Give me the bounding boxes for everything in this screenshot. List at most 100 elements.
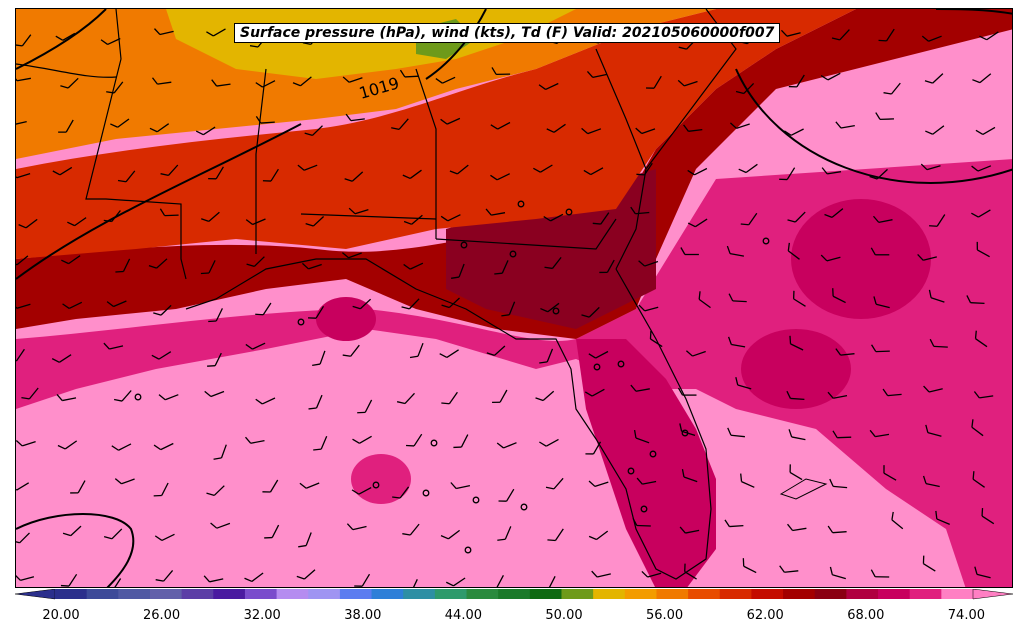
calm-circle-icon [640, 505, 648, 513]
wind-barb-icon [405, 433, 423, 447]
colorbar-segment [624, 589, 657, 599]
wind-barb-icon [60, 573, 78, 587]
wind-barb-icon [56, 394, 77, 402]
calm-circle-icon [372, 481, 380, 489]
wind-barb-icon [788, 429, 806, 441]
wind-barb-icon [740, 212, 758, 226]
colorbar-segment [941, 589, 974, 599]
wind-barb-icon [972, 73, 992, 84]
wind-barb-icon [497, 526, 512, 541]
wind-barb-icon [547, 528, 564, 542]
wind-barb-icon [873, 215, 893, 224]
wind-barb-icon [195, 126, 216, 136]
wind-barb-icon [103, 210, 121, 223]
calm-circle-icon [593, 363, 601, 371]
wind-barb-icon [784, 128, 804, 136]
colorbar-tick-label: 68.00 [847, 608, 885, 623]
wind-barb-icon [925, 125, 945, 135]
colorbar-segment [213, 589, 246, 599]
wind-barb-icon [824, 208, 844, 219]
wind-barb-icon [451, 263, 465, 279]
wind-barb-icon [298, 532, 312, 548]
isobar-line [425, 9, 487, 80]
wind-barb-icon [352, 435, 372, 444]
wind-barb-icon [402, 523, 420, 536]
wind-barb-icon [449, 164, 469, 175]
wind-barb-icon [117, 170, 136, 183]
wind-barb-icon [396, 392, 415, 405]
colorbar-segment [561, 589, 594, 599]
wind-barb-icon [440, 117, 461, 125]
wind-barb-icon [16, 348, 25, 362]
wind-barb-icon [106, 81, 124, 94]
colorbar-segment [593, 589, 626, 599]
wind-barb-icon [687, 218, 708, 228]
wind-barb-icon [588, 480, 609, 488]
wind-barb-icon [788, 74, 805, 88]
wind-barb-icon [677, 387, 697, 396]
wind-barb-icon [439, 349, 459, 359]
wind-barb-icon [544, 256, 562, 270]
wind-barb-icon [738, 163, 758, 174]
wind-barb-icon [586, 70, 607, 79]
colorbar-segment [276, 589, 309, 599]
wind-barb-icon [151, 77, 172, 85]
wind-barb-icon [255, 116, 275, 124]
wind-barb-icon [159, 208, 179, 217]
wind-barb-icon [501, 301, 516, 317]
wind-barb-icon [16, 482, 30, 491]
td-blob-atlantic [791, 199, 931, 319]
wind-barb-icon [18, 218, 38, 229]
wind-barb-icon [255, 80, 276, 88]
wind-barb-icon [632, 518, 651, 527]
wind-barb-icon [154, 28, 174, 36]
calm-circle-icon [627, 467, 635, 475]
wind-barb-icon [304, 125, 323, 137]
wind-barb-icon [829, 478, 848, 489]
wind-barb-icon [929, 338, 948, 348]
wind-barb-icon [262, 479, 279, 493]
wind-barb-icon [599, 259, 615, 274]
wind-barb-icon [971, 419, 984, 437]
wind-barb-icon [727, 336, 746, 348]
wind-barb-icon [972, 471, 985, 488]
colorbar-segment [339, 589, 373, 599]
colorbar-segment [466, 589, 499, 599]
wind-barb-icon [401, 298, 420, 310]
wind-barb-icon [16, 34, 32, 47]
wind-barb-icon [60, 77, 79, 89]
wind-barb-icon [492, 389, 508, 403]
wind-barb-icon [485, 208, 506, 216]
wind-barb-icon [588, 530, 609, 541]
wind-barb-icon [638, 260, 659, 267]
state-border [415, 68, 437, 239]
wind-barb-icon [445, 577, 466, 587]
wind-barb-icon [16, 532, 30, 544]
wind-barb-icon [206, 485, 225, 497]
calm-circle-icon [681, 429, 689, 437]
colorbar-segment [719, 589, 752, 599]
wind-barb-icon [409, 342, 424, 359]
wind-barb-icon [206, 28, 226, 37]
wind-barb-icon [583, 167, 604, 176]
wind-barb-icon [16, 574, 35, 581]
calm-circle-icon [422, 489, 430, 497]
wind-barb-icon [821, 167, 842, 175]
wind-barb-icon [308, 394, 323, 410]
wind-barb-icon [100, 37, 121, 46]
wind-barb-icon [922, 555, 936, 572]
colorbar-segment [846, 589, 879, 599]
wind-barb-icon [402, 169, 422, 180]
wind-barb-icon [681, 468, 698, 483]
wind-barb-icon [891, 511, 904, 530]
wind-barb-icon [882, 388, 902, 397]
wind-barb-icon [923, 385, 943, 393]
wind-barb-icon [633, 429, 650, 444]
wind-barb-icon [496, 442, 517, 449]
calm-circle-icon [509, 250, 517, 258]
wind-barb-icon [210, 522, 231, 529]
calm-circle-icon [297, 318, 305, 326]
wind-barb-icon [153, 482, 169, 497]
calm-circle-icon [430, 439, 438, 447]
wind-barb-icon [213, 444, 227, 460]
